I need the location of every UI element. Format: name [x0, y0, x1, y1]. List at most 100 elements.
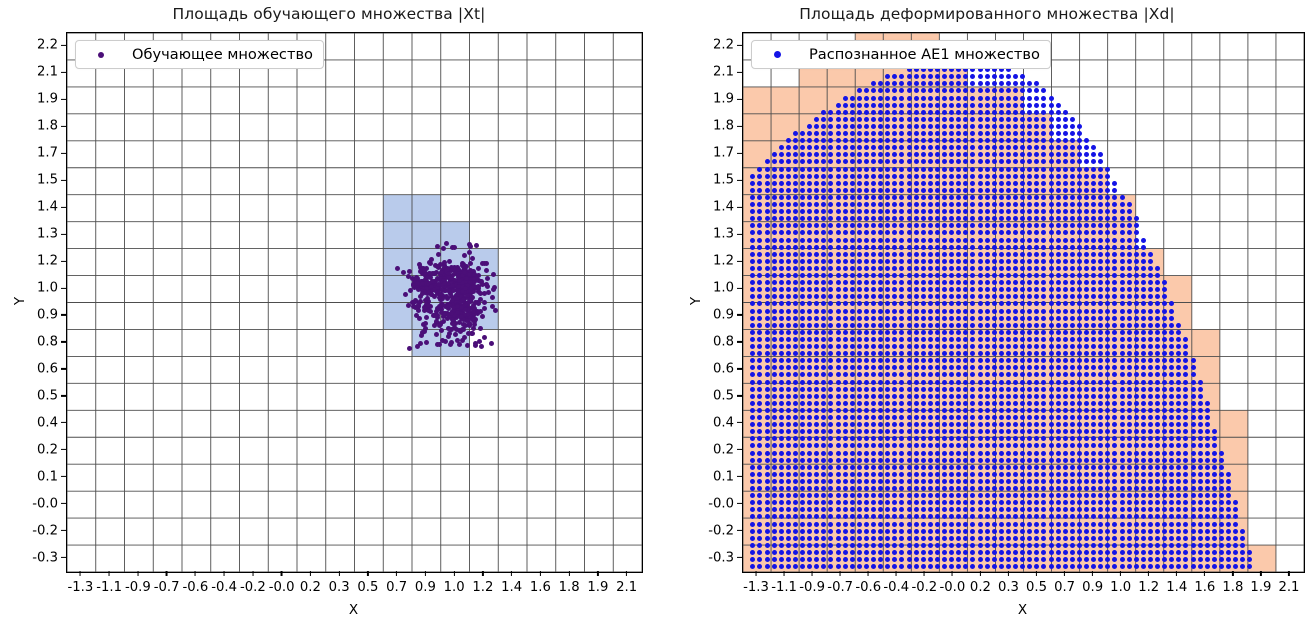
scatter-point: [458, 304, 464, 310]
scatter-point: [757, 351, 763, 357]
scatter-point: [471, 319, 477, 325]
scatter-point: [421, 268, 427, 274]
scatter-point: [475, 311, 481, 317]
scatter-point: [488, 340, 494, 346]
scatter-point: [764, 244, 770, 250]
scatter-point: [750, 202, 756, 207]
scatter-point: [470, 330, 476, 336]
scatter-point: [446, 330, 452, 336]
plot-area-right[interactable]: [742, 32, 1305, 573]
scatter-point: [750, 287, 756, 293]
y-tick-label: 1.5: [37, 173, 66, 188]
scatter-point: [459, 289, 465, 295]
scatter-point: [750, 273, 756, 278]
scatter-point: [757, 358, 763, 364]
scatter-point: [764, 486, 770, 491]
scatter-point: [452, 244, 458, 250]
plot-area-left[interactable]: [66, 32, 643, 573]
scatter-point: [425, 281, 431, 287]
scatter-point: [457, 320, 463, 325]
scatter-point: [417, 261, 423, 267]
panel-left: Площадь обучающего множества |Xt| 2.2 2.1…: [0, 0, 658, 626]
scatter-point: [757, 493, 763, 499]
scatter-point: [764, 514, 770, 520]
scatter-point: [764, 294, 770, 300]
x-tick-label: -0.0: [940, 571, 966, 595]
scatter-point: [452, 325, 458, 331]
scatter-point: [764, 301, 770, 307]
x-tick-label: 1.8: [1222, 571, 1243, 595]
scatter-point: [764, 308, 770, 314]
scatter-point: [422, 328, 428, 334]
scatter-point: [750, 493, 756, 499]
coverage-cell: [412, 194, 441, 222]
scatter-point: [467, 298, 473, 304]
scatter-point: [757, 521, 763, 527]
scatter-point: [757, 280, 763, 286]
scatter-point: [436, 303, 442, 309]
scatter-point: [757, 187, 763, 193]
scatter-point: [427, 260, 433, 266]
scatter-point: [456, 278, 462, 284]
scatter-point: [417, 264, 423, 270]
scatter-point: [413, 313, 419, 319]
scatter-point: [435, 341, 441, 347]
scatter-point: [403, 291, 409, 297]
scatter-point: [468, 280, 474, 286]
scatter-point: [481, 305, 487, 311]
x-tick-label: 1.6: [1194, 571, 1215, 595]
scatter-point: [442, 280, 448, 286]
scatter-point: [448, 327, 454, 333]
scatter-point: [750, 230, 756, 236]
scatter-point: [463, 318, 469, 324]
y-tick-label: 1.4: [37, 200, 66, 215]
scatter-point: [764, 535, 770, 541]
scatter-point: [463, 286, 469, 292]
scatter-point: [750, 216, 756, 222]
scatter-point: [448, 274, 454, 280]
scatter-point: [464, 311, 470, 317]
x-tick-label: 1.4: [1166, 571, 1187, 595]
x-tick-label: 1.9: [1250, 571, 1271, 595]
scatter-point: [482, 334, 487, 340]
scatter-point: [477, 308, 483, 314]
y-tick-label: -0.0: [32, 496, 66, 511]
scatter-point: [750, 564, 756, 570]
x-tick-label: 0.7: [1054, 571, 1075, 595]
scatter-point: [477, 325, 483, 331]
scatter-point: [764, 549, 770, 555]
scatter-point: [757, 457, 763, 463]
scatter-point: [472, 271, 478, 277]
scatter-point: [764, 400, 770, 406]
scatter-point: [757, 393, 763, 399]
scatter-point: [423, 306, 429, 312]
scatter-point: [757, 535, 763, 541]
scatter-point: [470, 308, 476, 314]
x-tick-label: -0.4: [883, 571, 909, 595]
x-tick-label: -0.6: [183, 571, 209, 595]
scatter-point: [429, 284, 435, 290]
scatter-point: [750, 187, 756, 193]
scatter-point: [422, 321, 428, 327]
scatter-point: [764, 507, 770, 513]
scatter-point: [764, 564, 770, 570]
legend-left[interactable]: Обучающее множество: [75, 40, 324, 69]
scatter-point: [757, 450, 763, 456]
scatter-point: [757, 478, 763, 484]
scatter-point: [431, 270, 437, 276]
y-tick-label: 2.1: [37, 65, 66, 80]
scatter-point: [750, 393, 756, 399]
scatter-point: [460, 280, 466, 286]
scatter-point: [451, 305, 457, 311]
scatter-point: [476, 300, 482, 306]
scatter-point: [764, 450, 770, 456]
scatter-point: [463, 278, 469, 284]
scatter-point: [426, 307, 432, 313]
scatter-point: [764, 273, 770, 278]
scatter-point: [750, 315, 756, 321]
x-tick-label: 1.0: [444, 571, 465, 595]
scatter-point: [411, 282, 417, 288]
scatter-point: [757, 528, 763, 534]
legend-right[interactable]: Распознанное AE1 множество: [751, 40, 1051, 69]
scatter-point: [757, 322, 763, 328]
